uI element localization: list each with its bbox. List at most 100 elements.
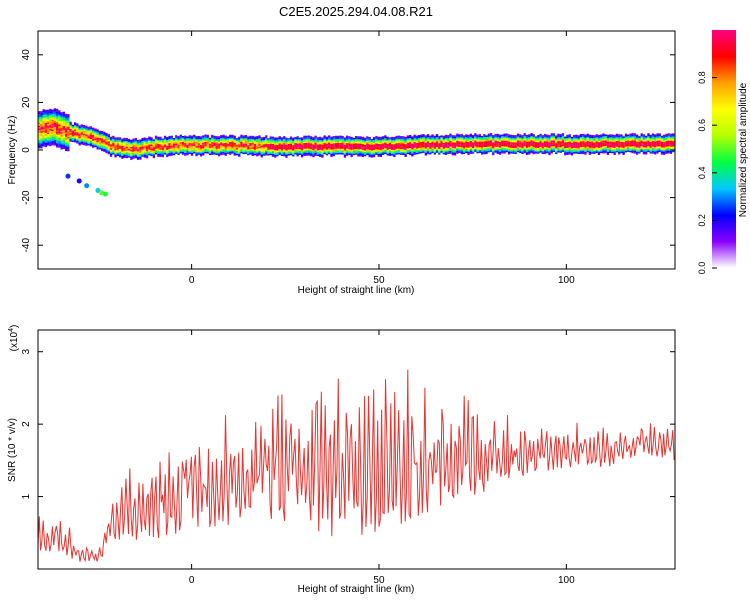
heatmap-cell bbox=[496, 135, 499, 137]
heatmap-cell bbox=[350, 145, 353, 148]
heatmap-cell bbox=[89, 136, 92, 138]
heatmap-cell bbox=[406, 139, 409, 142]
heatmap-cell bbox=[552, 146, 556, 148]
heatmap-cell bbox=[606, 136, 610, 138]
heatmap-cell bbox=[154, 139, 158, 142]
heatmap-cell bbox=[629, 137, 632, 140]
heatmap-cell bbox=[269, 143, 272, 146]
heatmap-cell bbox=[606, 143, 610, 145]
heatmap-cell bbox=[217, 144, 221, 147]
heatmap-cell bbox=[235, 148, 239, 150]
heatmap-cell bbox=[453, 148, 457, 150]
heatmap-cell bbox=[426, 137, 430, 139]
heatmap-cell bbox=[323, 139, 326, 142]
heatmap-cell bbox=[152, 152, 155, 154]
heatmap-cell bbox=[145, 148, 149, 150]
heatmap-cell bbox=[393, 149, 396, 152]
heatmap-cell bbox=[519, 135, 522, 138]
heatmap-cell bbox=[56, 117, 59, 119]
heatmap-cell bbox=[391, 149, 394, 152]
heatmap-cell bbox=[289, 142, 293, 144]
heatmap-cell bbox=[38, 124, 41, 126]
heatmap-cell bbox=[622, 152, 625, 154]
heatmap-cell bbox=[262, 152, 266, 155]
heatmap-cell bbox=[413, 136, 416, 138]
heatmap-cell bbox=[40, 124, 43, 126]
heatmap-cell bbox=[431, 150, 434, 152]
heatmap-cell bbox=[195, 150, 198, 152]
heatmap-cell bbox=[325, 136, 329, 139]
heatmap-cell bbox=[240, 143, 243, 145]
heatmap-cell bbox=[271, 139, 275, 142]
heatmap-cell bbox=[346, 139, 349, 142]
heatmap-cell bbox=[492, 143, 495, 146]
heatmap-cell bbox=[47, 116, 50, 119]
heatmap-cell bbox=[287, 145, 290, 147]
heatmap-cell bbox=[276, 140, 279, 142]
heatmap-cell bbox=[62, 138, 65, 141]
heatmap-cell bbox=[197, 144, 200, 147]
heatmap-cell bbox=[305, 141, 308, 143]
heatmap-cell bbox=[503, 146, 506, 148]
heatmap-cell bbox=[469, 136, 472, 139]
heatmap-cell bbox=[289, 152, 293, 154]
heatmap-cell bbox=[361, 149, 364, 152]
heatmap-cell bbox=[471, 135, 475, 137]
heatmap-cell bbox=[645, 137, 648, 139]
heatmap-cell bbox=[226, 139, 230, 141]
heatmap-cell bbox=[179, 151, 182, 154]
heatmap-cell bbox=[323, 136, 326, 139]
heatmap-cell bbox=[449, 142, 452, 144]
heatmap-cell bbox=[561, 134, 565, 137]
heatmap-cell bbox=[71, 136, 74, 138]
heatmap-cell bbox=[56, 110, 59, 112]
heatmap-cell bbox=[40, 141, 43, 143]
heatmap-cell bbox=[283, 139, 286, 141]
heatmap-cell bbox=[588, 153, 592, 155]
heatmap-cell bbox=[296, 153, 299, 155]
heatmap-cell bbox=[74, 140, 77, 143]
heatmap-cell bbox=[193, 147, 196, 150]
heatmap-cell bbox=[229, 137, 232, 140]
heatmap-cell bbox=[166, 145, 169, 148]
heatmap-cell bbox=[51, 133, 54, 136]
heatmap-cell bbox=[51, 118, 54, 120]
heatmap-cell bbox=[602, 133, 605, 135]
heatmap-cell bbox=[512, 149, 515, 151]
heatmap-cell bbox=[413, 143, 416, 145]
heatmap-cell bbox=[433, 142, 436, 145]
heatmap-cell bbox=[382, 136, 385, 138]
heatmap-cell bbox=[595, 151, 598, 153]
heatmap-cell bbox=[478, 138, 481, 141]
heatmap-cell bbox=[67, 116, 70, 119]
heatmap-cell bbox=[154, 137, 158, 139]
heatmap-cell bbox=[62, 111, 65, 114]
heatmap-cell bbox=[530, 144, 533, 147]
heatmap-cell bbox=[496, 152, 499, 154]
heatmap-cell bbox=[534, 149, 538, 151]
heatmap-cell bbox=[357, 150, 360, 153]
snr-x-tick-label: 100 bbox=[558, 575, 575, 586]
heatmap-cell bbox=[370, 153, 373, 155]
heatmap-cell bbox=[654, 138, 657, 141]
heatmap-cell bbox=[510, 149, 513, 151]
heatmap-cell bbox=[379, 148, 382, 150]
heatmap-cell bbox=[456, 133, 459, 136]
heatmap-cell bbox=[460, 139, 463, 142]
heatmap-cell bbox=[256, 150, 259, 152]
heatmap-cell bbox=[379, 152, 382, 155]
heatmap-cell bbox=[62, 143, 65, 145]
heatmap-cell bbox=[42, 137, 45, 140]
heatmap-cell bbox=[667, 144, 670, 147]
heatmap-cell bbox=[65, 132, 68, 134]
heatmap-cell bbox=[413, 153, 416, 155]
heatmap-cell bbox=[188, 148, 191, 150]
heatmap-cell bbox=[150, 154, 153, 156]
heatmap-cell bbox=[195, 143, 198, 145]
heatmap-cell bbox=[240, 149, 243, 151]
heatmap-cell bbox=[85, 135, 88, 138]
heatmap-cell bbox=[375, 136, 378, 138]
heatmap-cell bbox=[256, 137, 259, 140]
heatmap-cell bbox=[337, 144, 340, 146]
heatmap-cell bbox=[433, 138, 436, 141]
